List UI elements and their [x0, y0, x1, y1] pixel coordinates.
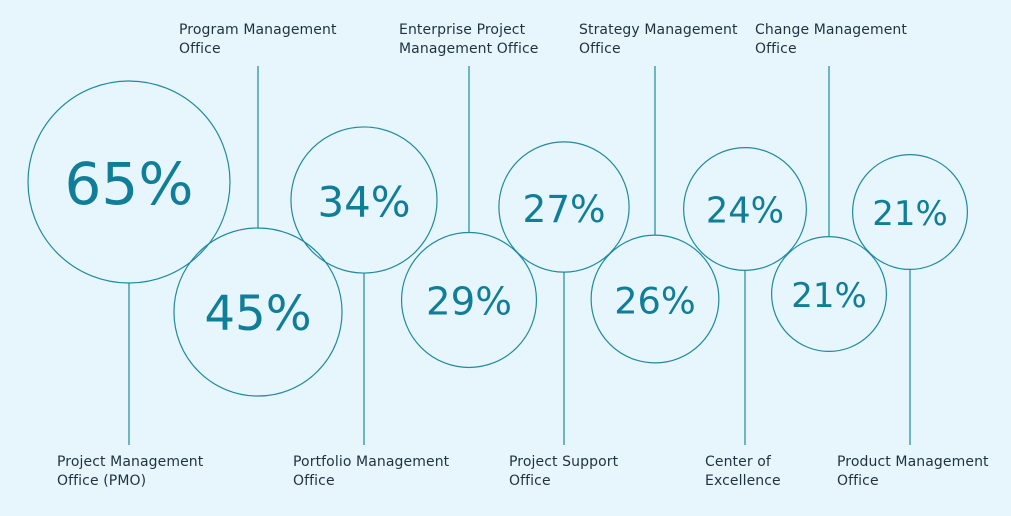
category-label-line: Project Support — [509, 454, 619, 470]
bubble-3: 34% — [290, 126, 438, 445]
category-label-line: Management Office — [399, 41, 539, 57]
category-label-line: Change Management — [755, 22, 907, 38]
category-label-line: Center of — [705, 454, 771, 470]
category-label: Strategy Management Office — [579, 21, 738, 59]
category-label-line: Portfolio Management — [293, 454, 450, 470]
bubble-6: 26% — [590, 66, 720, 364]
category-label-line: Strategy Management — [579, 22, 738, 38]
bubble-value: 21% — [791, 276, 867, 316]
bubble-circle — [683, 147, 807, 271]
bubble-circle — [27, 80, 231, 284]
bubble-value: 24% — [706, 191, 784, 232]
bubble-circle — [851, 153, 969, 271]
category-label-line: Enterprise Project — [399, 22, 526, 38]
bubble-circle — [173, 227, 343, 397]
category-label-line: Office — [509, 473, 551, 489]
category-label: Center of Excellence — [705, 453, 781, 491]
category-label-line: Office — [755, 41, 797, 57]
bubble-value: 65% — [65, 150, 194, 218]
category-label-line: Office — [179, 41, 221, 57]
category-label-line: Office — [293, 473, 335, 489]
category-label: Enterprise Project Management Office — [399, 21, 538, 59]
category-label: Program Management Office — [179, 21, 337, 59]
category-label-line: Office — [837, 473, 879, 489]
bubble-value: 29% — [426, 280, 512, 325]
bubble-7: 24% — [683, 147, 807, 445]
bubble-value: 26% — [614, 280, 696, 323]
bubble-9: 21% — [851, 153, 969, 445]
category-label-line: Office — [579, 41, 621, 57]
category-label-line: Program Management — [179, 22, 337, 38]
category-label-line: Office (PMO) — [57, 473, 147, 489]
category-label: Project Management Office (PMO) — [57, 453, 203, 491]
bubble-circle — [770, 235, 888, 353]
category-label-line: Project Management — [57, 454, 204, 470]
category-label-line: Product Management — [837, 454, 989, 470]
category-label-line: Excellence — [705, 473, 781, 489]
category-label: Change Management Office — [755, 21, 907, 59]
bubble-4: 29% — [400, 66, 538, 369]
category-label: Project Support Office — [509, 453, 618, 491]
bubble-5: 27% — [498, 141, 630, 445]
bubble-value: 45% — [204, 286, 311, 342]
bubble-circle — [498, 141, 630, 273]
category-label: Product Management Office — [837, 453, 989, 491]
bubble-value: 21% — [872, 194, 948, 234]
bubble-2: 45% — [173, 66, 343, 397]
bubble-value: 34% — [317, 178, 410, 227]
bubble-circle — [400, 231, 538, 369]
bubble-8: 21% — [770, 66, 888, 353]
bubble-circle — [290, 126, 438, 274]
bubble-1: 65% — [27, 80, 231, 445]
bubble-circle — [590, 234, 720, 364]
category-label: Portfolio Management Office — [293, 453, 449, 491]
bubble-value: 27% — [522, 187, 605, 231]
